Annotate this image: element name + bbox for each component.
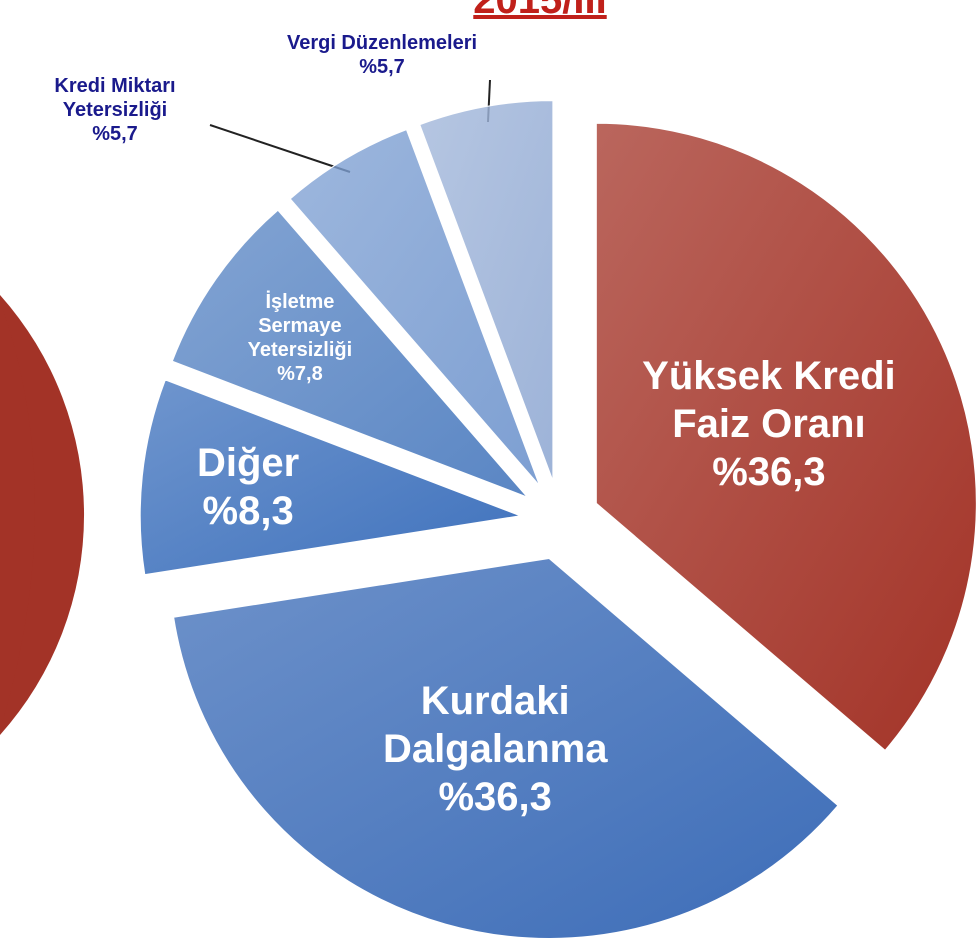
slice-label: Kredi Miktarı Yetersizliği %5,7 [10, 74, 220, 146]
slice-value: %8,3 [202, 489, 294, 534]
pie-slice [289, 129, 541, 486]
slice-category: Vergi Düzenlemeleri [286, 32, 478, 54]
slice-value: %36,3 [712, 449, 826, 494]
slice-value: %5,7 [359, 56, 405, 78]
slice-label: Vergi Düzenlemeleri %5,7 [267, 31, 497, 79]
pie-slice [419, 100, 554, 481]
slice-label: İşletme Sermaye Yetersizliği %7,8 [230, 290, 370, 386]
neighbor-chart-fragment [0, 300, 35, 730]
pie-slice [173, 557, 839, 939]
slice-label: Yüksek Kredi Faiz Oranı %36,3 [604, 352, 934, 496]
pie-slice [595, 122, 977, 752]
leader-line [209, 124, 351, 173]
chart-title: 2015/III [473, 0, 607, 22]
slice-category: Yüksek Kredi Faiz Oranı [642, 353, 896, 446]
slice-value: %5,7 [92, 123, 138, 145]
pie-slice [139, 379, 523, 576]
slice-category: Kurdaki Dalgalanma [382, 678, 608, 771]
slice-value: %7,8 [277, 363, 323, 386]
slice-category: İşletme Sermaye Yetersizliği [247, 291, 353, 362]
slice-label: Kurdaki Dalgalanma %36,3 [350, 677, 640, 821]
slice-category: Kredi Miktarı Yetersizliği [54, 75, 176, 121]
slice-value: %36,3 [438, 774, 552, 819]
pie-slice [171, 209, 528, 498]
slice-category: Diğer [197, 441, 300, 486]
slice-label: Diğer %8,3 [148, 439, 348, 535]
